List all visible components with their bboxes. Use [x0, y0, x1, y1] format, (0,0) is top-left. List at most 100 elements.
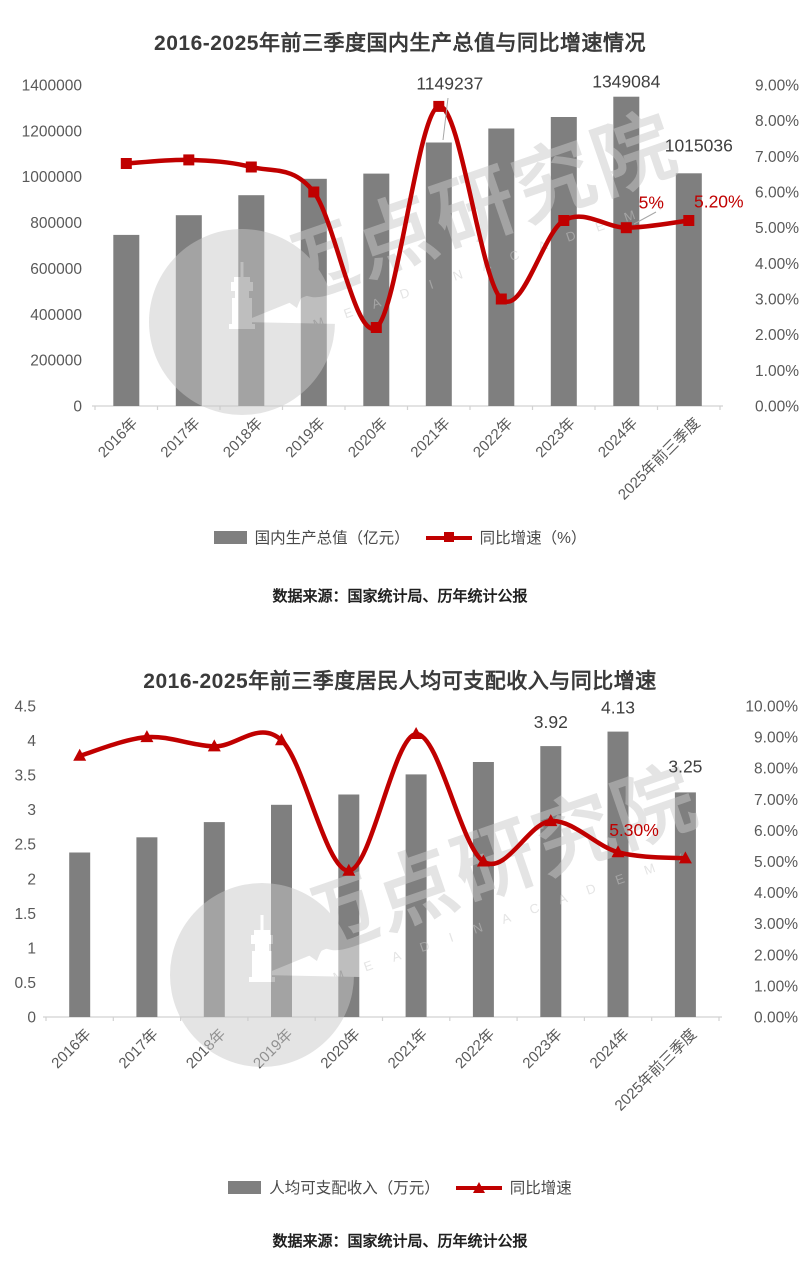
line-marker-square	[120, 158, 132, 169]
bar-2016年	[113, 234, 140, 406]
left-axis-tick-label: 1400000	[22, 78, 83, 95]
left-axis-tick-label: 1	[27, 940, 36, 957]
line-data-label: 5.20%	[694, 192, 744, 212]
right-axis-tick-label: 4.00%	[755, 256, 799, 273]
right-axis-tick-label: 3.00%	[755, 292, 799, 309]
right-axis-tick-label: 3.00%	[754, 916, 798, 933]
line-marker-square	[558, 215, 570, 226]
right-axis-tick-label: 7.00%	[754, 792, 798, 809]
bar-2021年	[425, 142, 452, 406]
line-marker-triangle	[207, 739, 221, 752]
left-axis-tick-label: 3.5	[14, 768, 36, 785]
bar-data-label: 3.25	[668, 756, 702, 776]
bar-2023年	[540, 746, 562, 1017]
x-axis-category-label: 2017年	[116, 1026, 162, 1072]
x-axis-category-label: 2017年	[157, 415, 203, 461]
left-axis-tick-label: 200000	[30, 353, 82, 370]
line-marker-square	[683, 215, 695, 226]
bar-data-label: 1149237	[416, 74, 483, 94]
gdp-chart-source: 数据来源：国家统计局、历年统计公报	[272, 588, 528, 605]
line-triangle-swatch-icon	[455, 1181, 502, 1194]
left-axis-tick-label: 4	[27, 733, 36, 750]
x-axis-category-label: 2022年	[470, 415, 516, 461]
x-axis-category-label: 2016年	[95, 415, 141, 461]
left-axis-tick-label: 2.5	[14, 837, 36, 854]
line-data-label: 5.30%	[609, 820, 659, 840]
right-axis-tick-label: 4.00%	[754, 885, 798, 902]
bar-2023年	[550, 117, 577, 406]
line-square-swatch-icon	[425, 531, 472, 544]
x-axis-category-label: 2023年	[519, 1026, 565, 1072]
tower-icon	[249, 915, 275, 982]
bar-2024年	[613, 96, 640, 406]
line-marker-triangle	[544, 814, 558, 827]
left-axis-tick-label: 600000	[30, 261, 82, 278]
income-chart-source: 数据来源：国家统计局、历年统计公报	[272, 1233, 528, 1250]
bar-2024年	[607, 731, 629, 1017]
x-axis-category-label: 2023年	[532, 415, 578, 461]
line-marker-triangle	[611, 845, 625, 858]
bar-2016年	[69, 852, 91, 1017]
line-marker-triangle	[678, 851, 692, 864]
label-leader-line	[633, 211, 657, 225]
legend-label-gdp-growth: 同比增速（%）	[479, 530, 587, 547]
bar-2021年	[405, 774, 427, 1017]
right-axis-tick-label: 2.00%	[754, 947, 798, 964]
income-chart-plot: 0 0.5 1 1.5 2 2.5 3 3.5 4 4.5 0.00% 1.00% 2.00% 3.00%…	[14, 698, 798, 1115]
left-axis-tick-label: 4.5	[14, 699, 36, 716]
bar-data-label: 1349084	[592, 72, 660, 92]
line-marker-triangle	[409, 727, 423, 739]
right-axis-tick-label: 8.00%	[754, 761, 798, 778]
bar-2025年前三季度	[674, 792, 696, 1017]
bar-2022年	[472, 762, 494, 1017]
legend-item-income-growth: 同比增速	[455, 1176, 572, 1198]
x-axis-category-label: 2024年	[595, 415, 641, 461]
left-axis-tick-label: 1.5	[14, 906, 36, 923]
x-axis-category-label: 2021年	[385, 1026, 431, 1072]
right-axis-tick-label: 7.00%	[755, 149, 799, 166]
x-axis-category-label: 2016年	[48, 1026, 94, 1072]
bar-2022年	[488, 128, 515, 406]
right-axis-tick-label: 9.00%	[755, 78, 799, 95]
line-marker-triangle	[476, 854, 490, 867]
bar-2025年前三季度	[675, 173, 702, 406]
line-marker-square	[183, 154, 195, 166]
gdp-chart-plot: 0 200000 400000 600000 800000 1000000 1200000 1…	[22, 72, 800, 504]
tower-icon	[229, 262, 255, 329]
bar-data-label: 1015036	[665, 135, 733, 155]
right-axis-tick-label: 0.00%	[754, 1010, 798, 1027]
x-axis-category-label: 2021年	[407, 415, 453, 461]
watermark-wedge	[262, 935, 360, 977]
legend-item-gdp-growth: 同比增速（%）	[425, 526, 587, 548]
legend-item-gdp: 国内生产总值（亿元）	[213, 526, 410, 548]
line-marker-triangle	[342, 863, 356, 876]
right-axis-tick-label: 10.00%	[745, 699, 798, 716]
line-marker-square	[308, 186, 320, 198]
x-axis-category-label: 2024年	[587, 1026, 633, 1072]
left-axis-tick-label: 400000	[30, 307, 82, 324]
right-axis-tick-label: 6.00%	[755, 185, 799, 202]
right-axis-tick-label: 5.00%	[755, 220, 799, 237]
line-marker-triangle	[275, 733, 288, 746]
left-axis-tick-label: 0.5	[14, 975, 36, 992]
bar-2020年	[363, 173, 390, 406]
x-axis-category-label: 2020年	[345, 415, 391, 461]
legend-label-income-growth: 同比增速	[509, 1180, 572, 1197]
left-axis-tick-label: 2	[27, 871, 36, 888]
right-axis-tick-label: 1.00%	[754, 978, 798, 995]
line-marker-square	[620, 222, 632, 234]
right-axis-tick-label: 8.00%	[755, 113, 799, 130]
right-axis-tick-label: 1.00%	[755, 363, 799, 380]
left-axis-tick-label: 0	[27, 1010, 36, 1027]
income-chart-legend: 人均可支配收入（万元） 同比增速	[0, 1176, 800, 1198]
left-axis-tick-label: 1000000	[22, 169, 83, 186]
line-marker-square	[370, 322, 382, 333]
line-data-label: 5%	[639, 193, 664, 213]
bar-2017年	[136, 837, 158, 1017]
bar-data-label: 4.13	[601, 698, 635, 718]
right-axis-tick-label: 2.00%	[755, 327, 799, 344]
gdp-chart-title: 2016-2025年前三季度国内生产总值与同比增速情况	[154, 32, 646, 56]
